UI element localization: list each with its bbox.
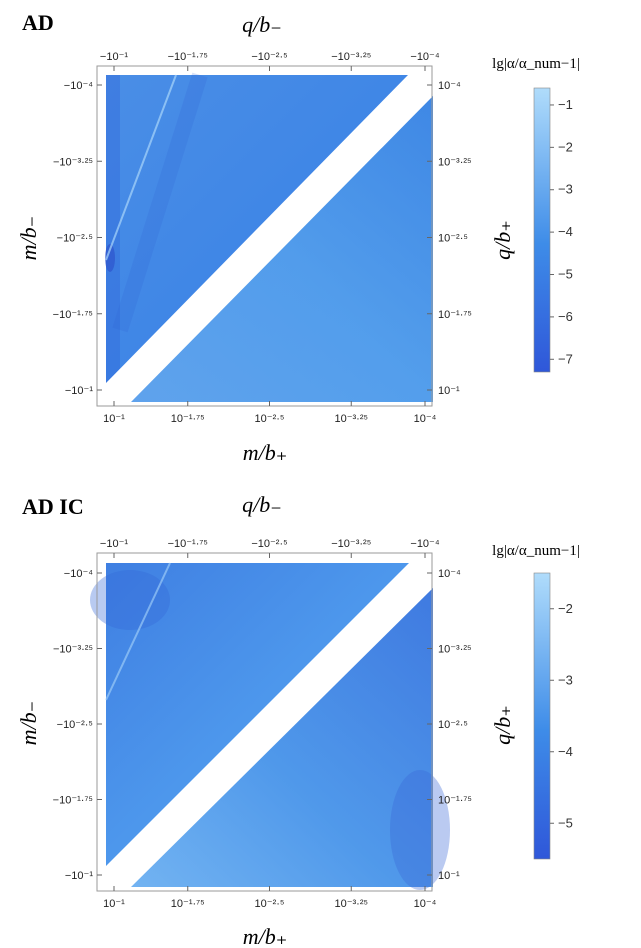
x-tick-label-bottom: 10⁻¹·⁷⁵ [171, 413, 205, 425]
y-tick-label-right: 10⁻⁴ [438, 80, 461, 92]
colorbar: lg|α/α_num−1| −1 −2 −3 −4 −5 −6 −7 [492, 56, 580, 373]
axis-ticks: 10⁻¹ −10⁻¹ 10⁻¹·⁷⁵ −10⁻¹·⁷⁵ 10⁻²·⁵ −10⁻²·⁵ 10⁻… [53, 51, 472, 425]
y-tick-label-right: 10⁻¹ [438, 385, 460, 397]
colorbar: lg|α/α_num−1| −2 −3 −4 −5 [492, 543, 580, 860]
top-axis-label: q/b₋ [242, 12, 282, 37]
y-tick-label-left: −10⁻¹·⁷⁵ [53, 309, 93, 321]
left-axis-label: m/b₋ [16, 216, 41, 261]
y-tick-label-left: −10⁻⁴ [64, 80, 93, 92]
colorbar-tick-label: −4 [558, 224, 573, 239]
x-tick-label-top: −10⁻¹·⁷⁵ [168, 538, 208, 550]
heatmap-field [105, 72, 433, 402]
x-tick-label-bottom: 10⁻³·²⁵ [334, 898, 368, 910]
excluded-band [106, 563, 433, 887]
y-tick-label-right: 10⁻³·²⁵ [438, 644, 472, 656]
colorbar-tick-label: −5 [558, 815, 573, 830]
x-tick-label-bottom: 10⁻²·⁵ [255, 898, 285, 910]
bottom-axis-label: m/b₊ [243, 440, 288, 465]
colorbar-ticks: −2 −3 −4 −5 [550, 601, 573, 830]
right-axis-label: q/b₊ [490, 220, 515, 260]
right-axis-label: q/b₊ [490, 705, 515, 745]
x-tick-label-top: −10⁻²·⁵ [251, 51, 287, 63]
colorbar-gradient [533, 572, 551, 860]
x-tick-label-top: −10⁻¹·⁷⁵ [168, 51, 208, 63]
colorbar-tick-label: −3 [558, 672, 573, 687]
x-tick-label-top: −10⁻¹ [100, 538, 128, 550]
colorbar-tick-label: −2 [558, 139, 573, 154]
axis-ticks: 10⁻¹ −10⁻¹ 10⁻¹·⁷⁵ −10⁻¹·⁷⁵ 10⁻²·⁵ −10⁻²·⁵ 10⁻… [53, 538, 472, 910]
y-tick-label-right: 10⁻³·²⁵ [438, 156, 472, 168]
y-tick-label-right: 10⁻²·⁵ [438, 233, 468, 245]
x-tick-label-top: −10⁻⁴ [410, 538, 439, 550]
x-tick-label-bottom: 10⁻⁴ [414, 898, 437, 910]
colorbar-tick-label: −4 [558, 744, 573, 759]
colorbar-gradient [533, 87, 551, 373]
x-tick-label-bottom: 10⁻²·⁵ [255, 413, 285, 425]
y-tick-label-left: −10⁻²·⁵ [57, 233, 93, 245]
colorbar-label: lg|α/α_num−1| [492, 543, 580, 559]
left-axis-label: m/b₋ [16, 701, 41, 746]
panel-title: AD [22, 10, 54, 35]
y-tick-label-left: −10⁻¹·⁷⁵ [53, 795, 93, 807]
bottom-axis-label: m/b₊ [243, 924, 288, 948]
x-tick-label-bottom: 10⁻¹ [103, 898, 125, 910]
y-tick-label-right: 10⁻¹ [438, 870, 460, 882]
colorbar-tick-label: −1 [558, 97, 573, 112]
colorbar-label: lg|α/α_num−1| [492, 56, 580, 72]
x-tick-label-bottom: 10⁻¹ [103, 413, 125, 425]
y-tick-label-right: 10⁻²·⁵ [438, 719, 468, 731]
y-tick-label-left: −10⁻¹ [65, 870, 93, 882]
y-tick-label-right: 10⁻¹·⁷⁵ [438, 795, 472, 807]
y-tick-label-left: −10⁻⁴ [64, 568, 93, 580]
panel-ad: AD q/b₋ m/b₊ m/b₋ q/b₊ 10⁻¹ −10⁻¹ 10⁻¹·⁷⁵ −… [16, 10, 580, 465]
y-tick-label-right: 10⁻⁴ [438, 568, 461, 580]
heatmap-field [90, 562, 450, 890]
colorbar-tick-label: −6 [558, 309, 573, 324]
x-tick-label-top: −10⁻²·⁵ [251, 538, 287, 550]
x-tick-label-top: −10⁻³·²⁵ [331, 538, 371, 550]
y-tick-label-left: −10⁻³·²⁵ [53, 644, 93, 656]
panel-title: AD IC [22, 494, 84, 519]
panel-ad-ic: AD IC q/b₋ m/b₊ m/b₋ q/b₊ 10⁻¹ −10⁻¹ 10⁻¹·… [16, 492, 580, 948]
y-tick-label-left: −10⁻²·⁵ [57, 719, 93, 731]
plot-frame [96, 65, 433, 407]
colorbar-tick-label: −3 [558, 182, 573, 197]
colorbar-ticks: −1 −2 −3 −4 −5 −6 −7 [550, 97, 573, 366]
excluded-band [106, 75, 433, 402]
x-tick-label-top: −10⁻³·²⁵ [331, 51, 371, 63]
y-tick-label-left: −10⁻¹ [65, 385, 93, 397]
colorbar-tick-label: −2 [558, 601, 573, 616]
x-tick-label-top: −10⁻¹ [100, 51, 128, 63]
y-tick-label-left: −10⁻³·²⁵ [53, 156, 93, 168]
x-tick-label-top: −10⁻⁴ [410, 51, 439, 63]
top-axis-label: q/b₋ [242, 492, 282, 517]
y-tick-label-right: 10⁻¹·⁷⁵ [438, 309, 472, 321]
x-tick-label-bottom: 10⁻³·²⁵ [334, 413, 368, 425]
colorbar-tick-label: −7 [558, 351, 573, 366]
plot-frame [96, 552, 433, 892]
colorbar-tick-label: −5 [558, 267, 573, 282]
x-tick-label-bottom: 10⁻¹·⁷⁵ [171, 898, 205, 910]
x-tick-label-bottom: 10⁻⁴ [414, 413, 437, 425]
